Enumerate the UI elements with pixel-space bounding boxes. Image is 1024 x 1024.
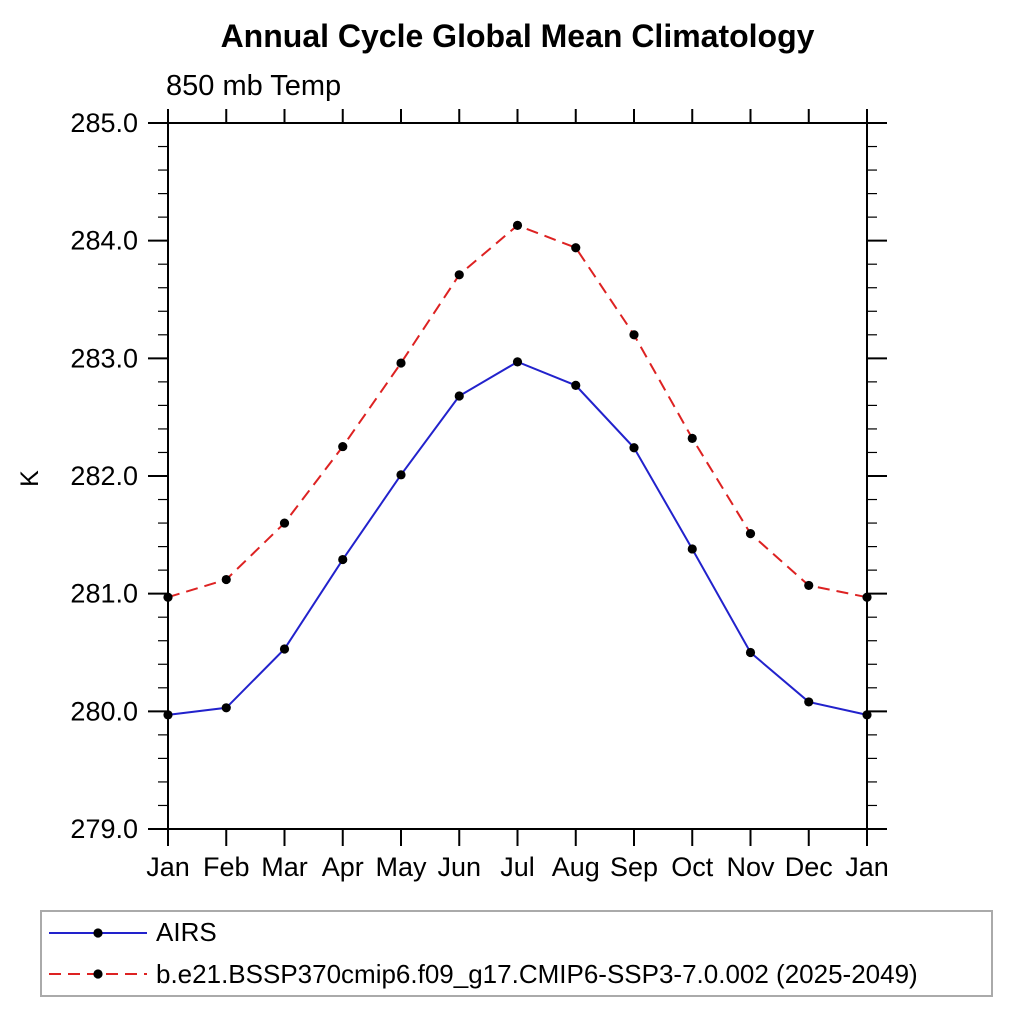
legend-sample-marker-icon [93, 928, 103, 938]
data-point-marker [221, 703, 231, 713]
y-tick-label: 279.0 [70, 814, 138, 844]
x-tick-label: Nov [726, 852, 775, 882]
legend-label-model: b.e21.BSSP370cmip6.f09_g17.CMIP6-SSP3-7.… [156, 958, 918, 989]
x-tick-label: Jan [845, 852, 889, 882]
x-tick-label: Jan [146, 852, 190, 882]
chart-title: Annual Cycle Global Mean Climatology [220, 18, 815, 54]
data-point-marker [163, 710, 173, 720]
data-point-marker [279, 518, 290, 528]
series-line-1 [167, 224, 868, 599]
data-point-marker [804, 697, 814, 707]
series-line-0 [167, 360, 868, 716]
y-tick-label: 282.0 [70, 461, 138, 491]
data-point-marker [163, 592, 173, 602]
legend-line-sample-airs [49, 928, 147, 938]
y-tick-label: 284.0 [70, 226, 138, 256]
data-point-marker [396, 358, 406, 368]
data-point-marker [745, 647, 756, 658]
data-point-marker [629, 330, 639, 340]
data-point-marker [396, 470, 406, 480]
data-point-marker [687, 433, 697, 443]
data-point-marker [338, 554, 348, 565]
data-point-marker [279, 644, 290, 654]
legend-entry-model: b.e21.BSSP370cmip6.f09_g17.CMIP6-SSP3-7.… [42, 954, 991, 996]
legend-entry-airs: AIRS [42, 912, 991, 954]
x-tick-label: Mar [261, 852, 308, 882]
y-tick-label: 280.0 [70, 696, 138, 726]
legend-box: AIRS b.e21.BSSP370cmip6.f09_g17.CMIP6-SS… [40, 910, 993, 997]
x-tick-label: May [375, 852, 427, 882]
data-point-marker [338, 441, 348, 452]
data-point-marker [629, 443, 639, 453]
data-point-marker [745, 529, 756, 539]
x-tick-label: Aug [552, 852, 600, 882]
legend-label-airs: AIRS [156, 917, 217, 948]
x-tick-label: Feb [203, 852, 250, 882]
x-tick-label: Dec [785, 852, 833, 882]
data-point-marker [454, 391, 464, 401]
data-point-marker [221, 574, 231, 585]
data-point-marker [454, 270, 464, 280]
x-tick-label: Apr [322, 852, 364, 882]
y-tick-label: 281.0 [70, 579, 138, 609]
y-tick-label: 283.0 [70, 343, 138, 373]
x-tick-label: Jul [500, 852, 535, 882]
data-point-marker [804, 580, 814, 591]
x-tick-label: Oct [671, 852, 714, 882]
legend-line-sample-model [49, 969, 147, 979]
y-tick-label: 285.0 [70, 108, 138, 138]
data-point-marker [571, 243, 581, 253]
data-point-marker [512, 357, 523, 367]
data-point-marker [687, 544, 697, 554]
data-point-marker [862, 710, 872, 720]
x-tick-label: Jun [437, 852, 481, 882]
legend-sample-marker-icon [93, 969, 103, 979]
data-point-marker [862, 592, 872, 602]
data-point-marker [512, 220, 523, 230]
axis-frame [167, 122, 868, 830]
data-point-marker [571, 380, 581, 390]
x-tick-label: Sep [610, 852, 658, 882]
chart-subtitle: 850 mb Temp [166, 70, 342, 102]
